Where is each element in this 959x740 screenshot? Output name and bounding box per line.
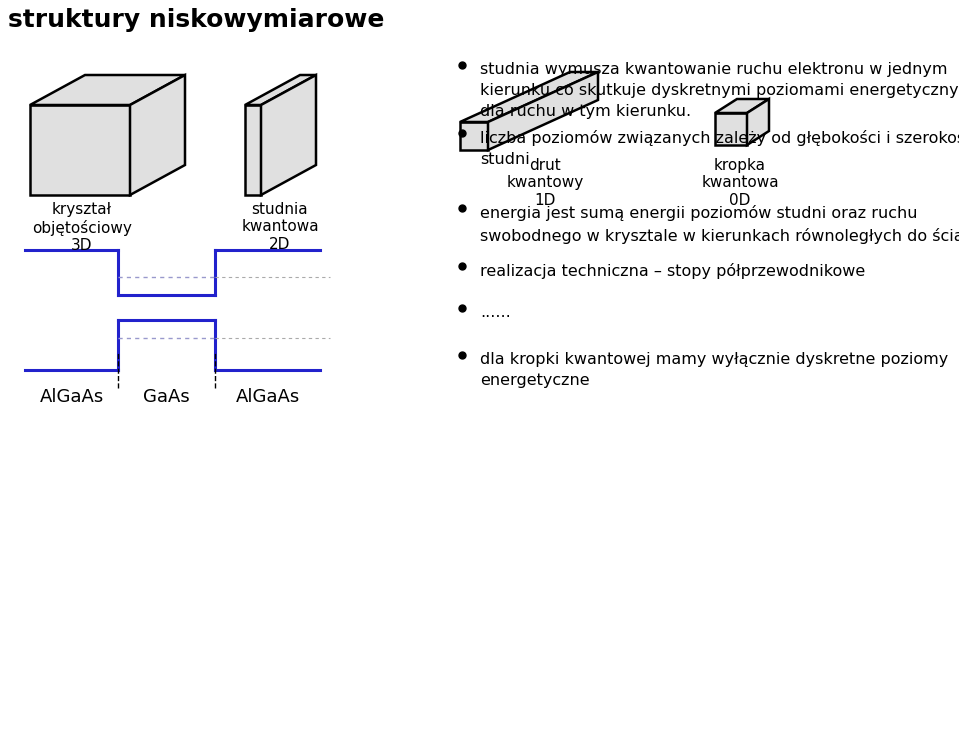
Text: struktury niskowymiarowe: struktury niskowymiarowe [8, 8, 385, 32]
Text: AlGaAs: AlGaAs [235, 388, 299, 406]
Text: drut
kwantowy
1D: drut kwantowy 1D [506, 158, 584, 208]
Polygon shape [460, 122, 488, 150]
Text: ......: ...... [480, 305, 511, 320]
Text: energia jest sumą energii poziomów studni oraz ruchu
swobodnego w krysztale w ki: energia jest sumą energii poziomów studn… [480, 205, 959, 243]
Polygon shape [715, 113, 747, 145]
Polygon shape [30, 75, 185, 105]
Polygon shape [245, 75, 316, 105]
Text: realizacja techniczna – stopy półprzewodnikowe: realizacja techniczna – stopy półprzewod… [480, 263, 865, 279]
Polygon shape [460, 72, 598, 122]
Text: kryształ
objętościowy
3D: kryształ objętościowy 3D [32, 202, 132, 253]
Polygon shape [261, 75, 316, 195]
Polygon shape [715, 99, 769, 113]
Polygon shape [245, 105, 261, 195]
Text: GaAs: GaAs [143, 388, 190, 406]
Text: dla kropki kwantowej mamy wyłącznie dyskretne poziomy
energetyczne: dla kropki kwantowej mamy wyłącznie dysk… [480, 352, 948, 388]
Polygon shape [30, 105, 130, 195]
Polygon shape [488, 72, 598, 150]
Text: studnia
kwantowa
2D: studnia kwantowa 2D [241, 202, 318, 252]
Polygon shape [130, 75, 185, 195]
Text: kropka
kwantowa
0D: kropka kwantowa 0D [701, 158, 779, 208]
Text: liczba poziomów związanych zależy od głębokości i szerokości
studni: liczba poziomów związanych zależy od głę… [480, 130, 959, 167]
Text: studnia wymusza kwantowanie ruchu elektronu w jednym
kierunku co skutkuje dyskre: studnia wymusza kwantowanie ruchu elektr… [480, 62, 959, 119]
Polygon shape [747, 99, 769, 145]
Text: AlGaAs: AlGaAs [39, 388, 104, 406]
